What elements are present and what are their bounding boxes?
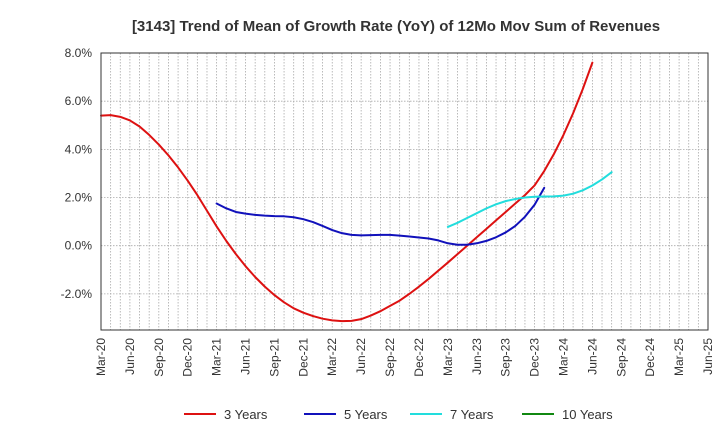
x-tick-label: Sep-22 — [383, 338, 397, 377]
x-tick-label: Jun-21 — [239, 338, 253, 375]
x-tick-label: Dec-22 — [412, 338, 426, 377]
series-line-5-years — [215, 186, 546, 246]
x-tick-label: Mar-25 — [672, 338, 686, 376]
x-tick-label: Dec-20 — [181, 338, 195, 377]
legend-label: 5 Years — [344, 407, 388, 422]
y-tick-label: 6.0% — [65, 94, 93, 108]
y-tick-label: 4.0% — [65, 142, 93, 156]
x-tick-label: Sep-20 — [152, 338, 166, 377]
x-tick-label: Mar-21 — [210, 338, 224, 376]
y-tick-label: 2.0% — [65, 191, 93, 205]
x-tick-label: Jun-22 — [354, 338, 368, 375]
x-tick-label: Mar-23 — [441, 338, 455, 376]
x-tick-label: Jun-25 — [701, 338, 715, 375]
y-axis-ticks: 8.0% 6.0% 4.0% 2.0% 0.0% -2.0% — [61, 46, 93, 301]
legend: 3 Years 5 Years 7 Years 10 Years — [184, 407, 613, 422]
x-tick-label: Dec-21 — [296, 338, 310, 377]
series-line-7-years — [446, 171, 613, 228]
legend-label: 10 Years — [562, 407, 613, 422]
x-tick-label: Jun-23 — [470, 338, 484, 375]
plot-frame — [100, 52, 709, 331]
x-tick-label: Mar-22 — [325, 338, 339, 376]
x-tick-label: Jun-24 — [585, 338, 599, 375]
x-tick-label: Dec-23 — [528, 338, 542, 377]
y-tick-label: 0.0% — [65, 239, 93, 253]
y-tick-label: 8.0% — [65, 46, 93, 60]
plot-grid — [101, 52, 708, 330]
x-tick-label: Jun-20 — [123, 338, 137, 375]
x-tick-label: Mar-24 — [556, 338, 570, 376]
series-line-3-years — [100, 61, 594, 323]
x-tick-label: Dec-24 — [643, 338, 657, 377]
x-tick-label: Mar-20 — [94, 338, 108, 376]
legend-label: 7 Years — [450, 407, 494, 422]
x-axis-ticks: Mar-20 Jun-20 Sep-20 Dec-20 Mar-21 Jun-21 Sep-… — [94, 338, 715, 377]
x-tick-label: Sep-24 — [614, 338, 628, 377]
y-tick-label: -2.0% — [61, 287, 93, 301]
chart-title: [3143] Trend of Mean of Growth Rate (YoY… — [132, 18, 660, 35]
x-tick-label: Sep-21 — [267, 338, 281, 377]
legend-label: 3 Years — [224, 407, 268, 422]
x-tick-label: Sep-23 — [499, 338, 513, 377]
series-layer — [100, 61, 613, 323]
